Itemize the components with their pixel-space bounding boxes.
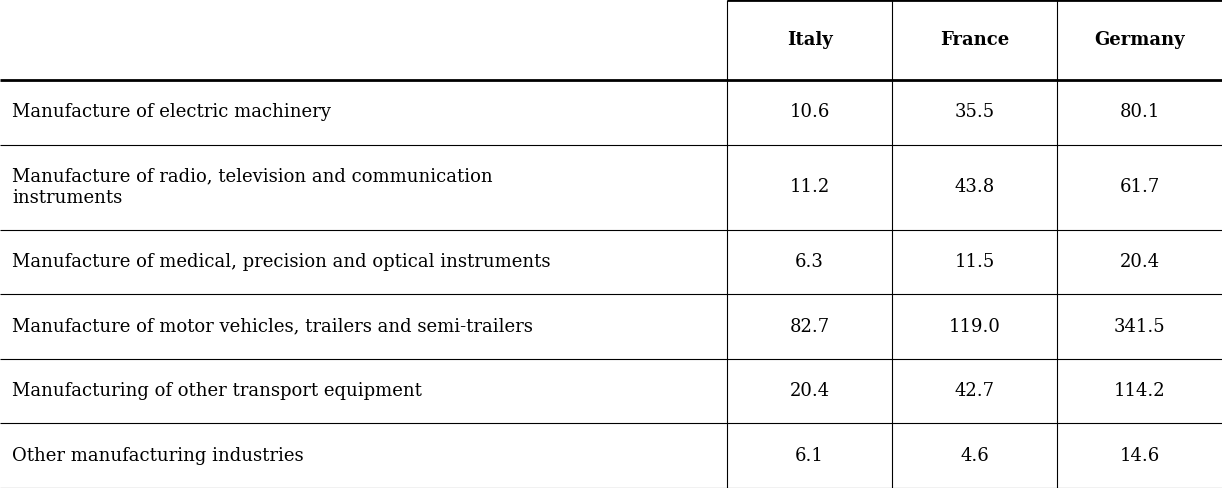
Text: Italy: Italy (787, 31, 832, 49)
Text: Manufacturing of other transport equipment: Manufacturing of other transport equipme… (12, 382, 422, 400)
Text: 6.3: 6.3 (796, 253, 824, 271)
Text: 43.8: 43.8 (954, 178, 995, 196)
Text: 10.6: 10.6 (789, 103, 830, 122)
Text: 119.0: 119.0 (948, 318, 1001, 336)
Text: 82.7: 82.7 (789, 318, 830, 336)
Text: 20.4: 20.4 (789, 382, 830, 400)
Text: Germany: Germany (1094, 31, 1185, 49)
Text: 6.1: 6.1 (796, 447, 824, 465)
Text: Manufacture of electric machinery: Manufacture of electric machinery (12, 103, 331, 122)
Text: France: France (940, 31, 1009, 49)
Text: 80.1: 80.1 (1119, 103, 1160, 122)
Text: 14.6: 14.6 (1119, 447, 1160, 465)
Text: 61.7: 61.7 (1119, 178, 1160, 196)
Text: 20.4: 20.4 (1119, 253, 1160, 271)
Text: 42.7: 42.7 (954, 382, 995, 400)
Text: 35.5: 35.5 (954, 103, 995, 122)
Text: 11.2: 11.2 (789, 178, 830, 196)
Text: Manufacture of radio, television and communication
instruments: Manufacture of radio, television and com… (12, 167, 492, 207)
Text: 4.6: 4.6 (960, 447, 989, 465)
Text: Manufacture of motor vehicles, trailers and semi-trailers: Manufacture of motor vehicles, trailers … (12, 318, 533, 336)
Text: 341.5: 341.5 (1113, 318, 1166, 336)
Text: Manufacture of medical, precision and optical instruments: Manufacture of medical, precision and op… (12, 253, 551, 271)
Text: Other manufacturing industries: Other manufacturing industries (12, 447, 304, 465)
Text: 11.5: 11.5 (954, 253, 995, 271)
Text: 114.2: 114.2 (1113, 382, 1166, 400)
